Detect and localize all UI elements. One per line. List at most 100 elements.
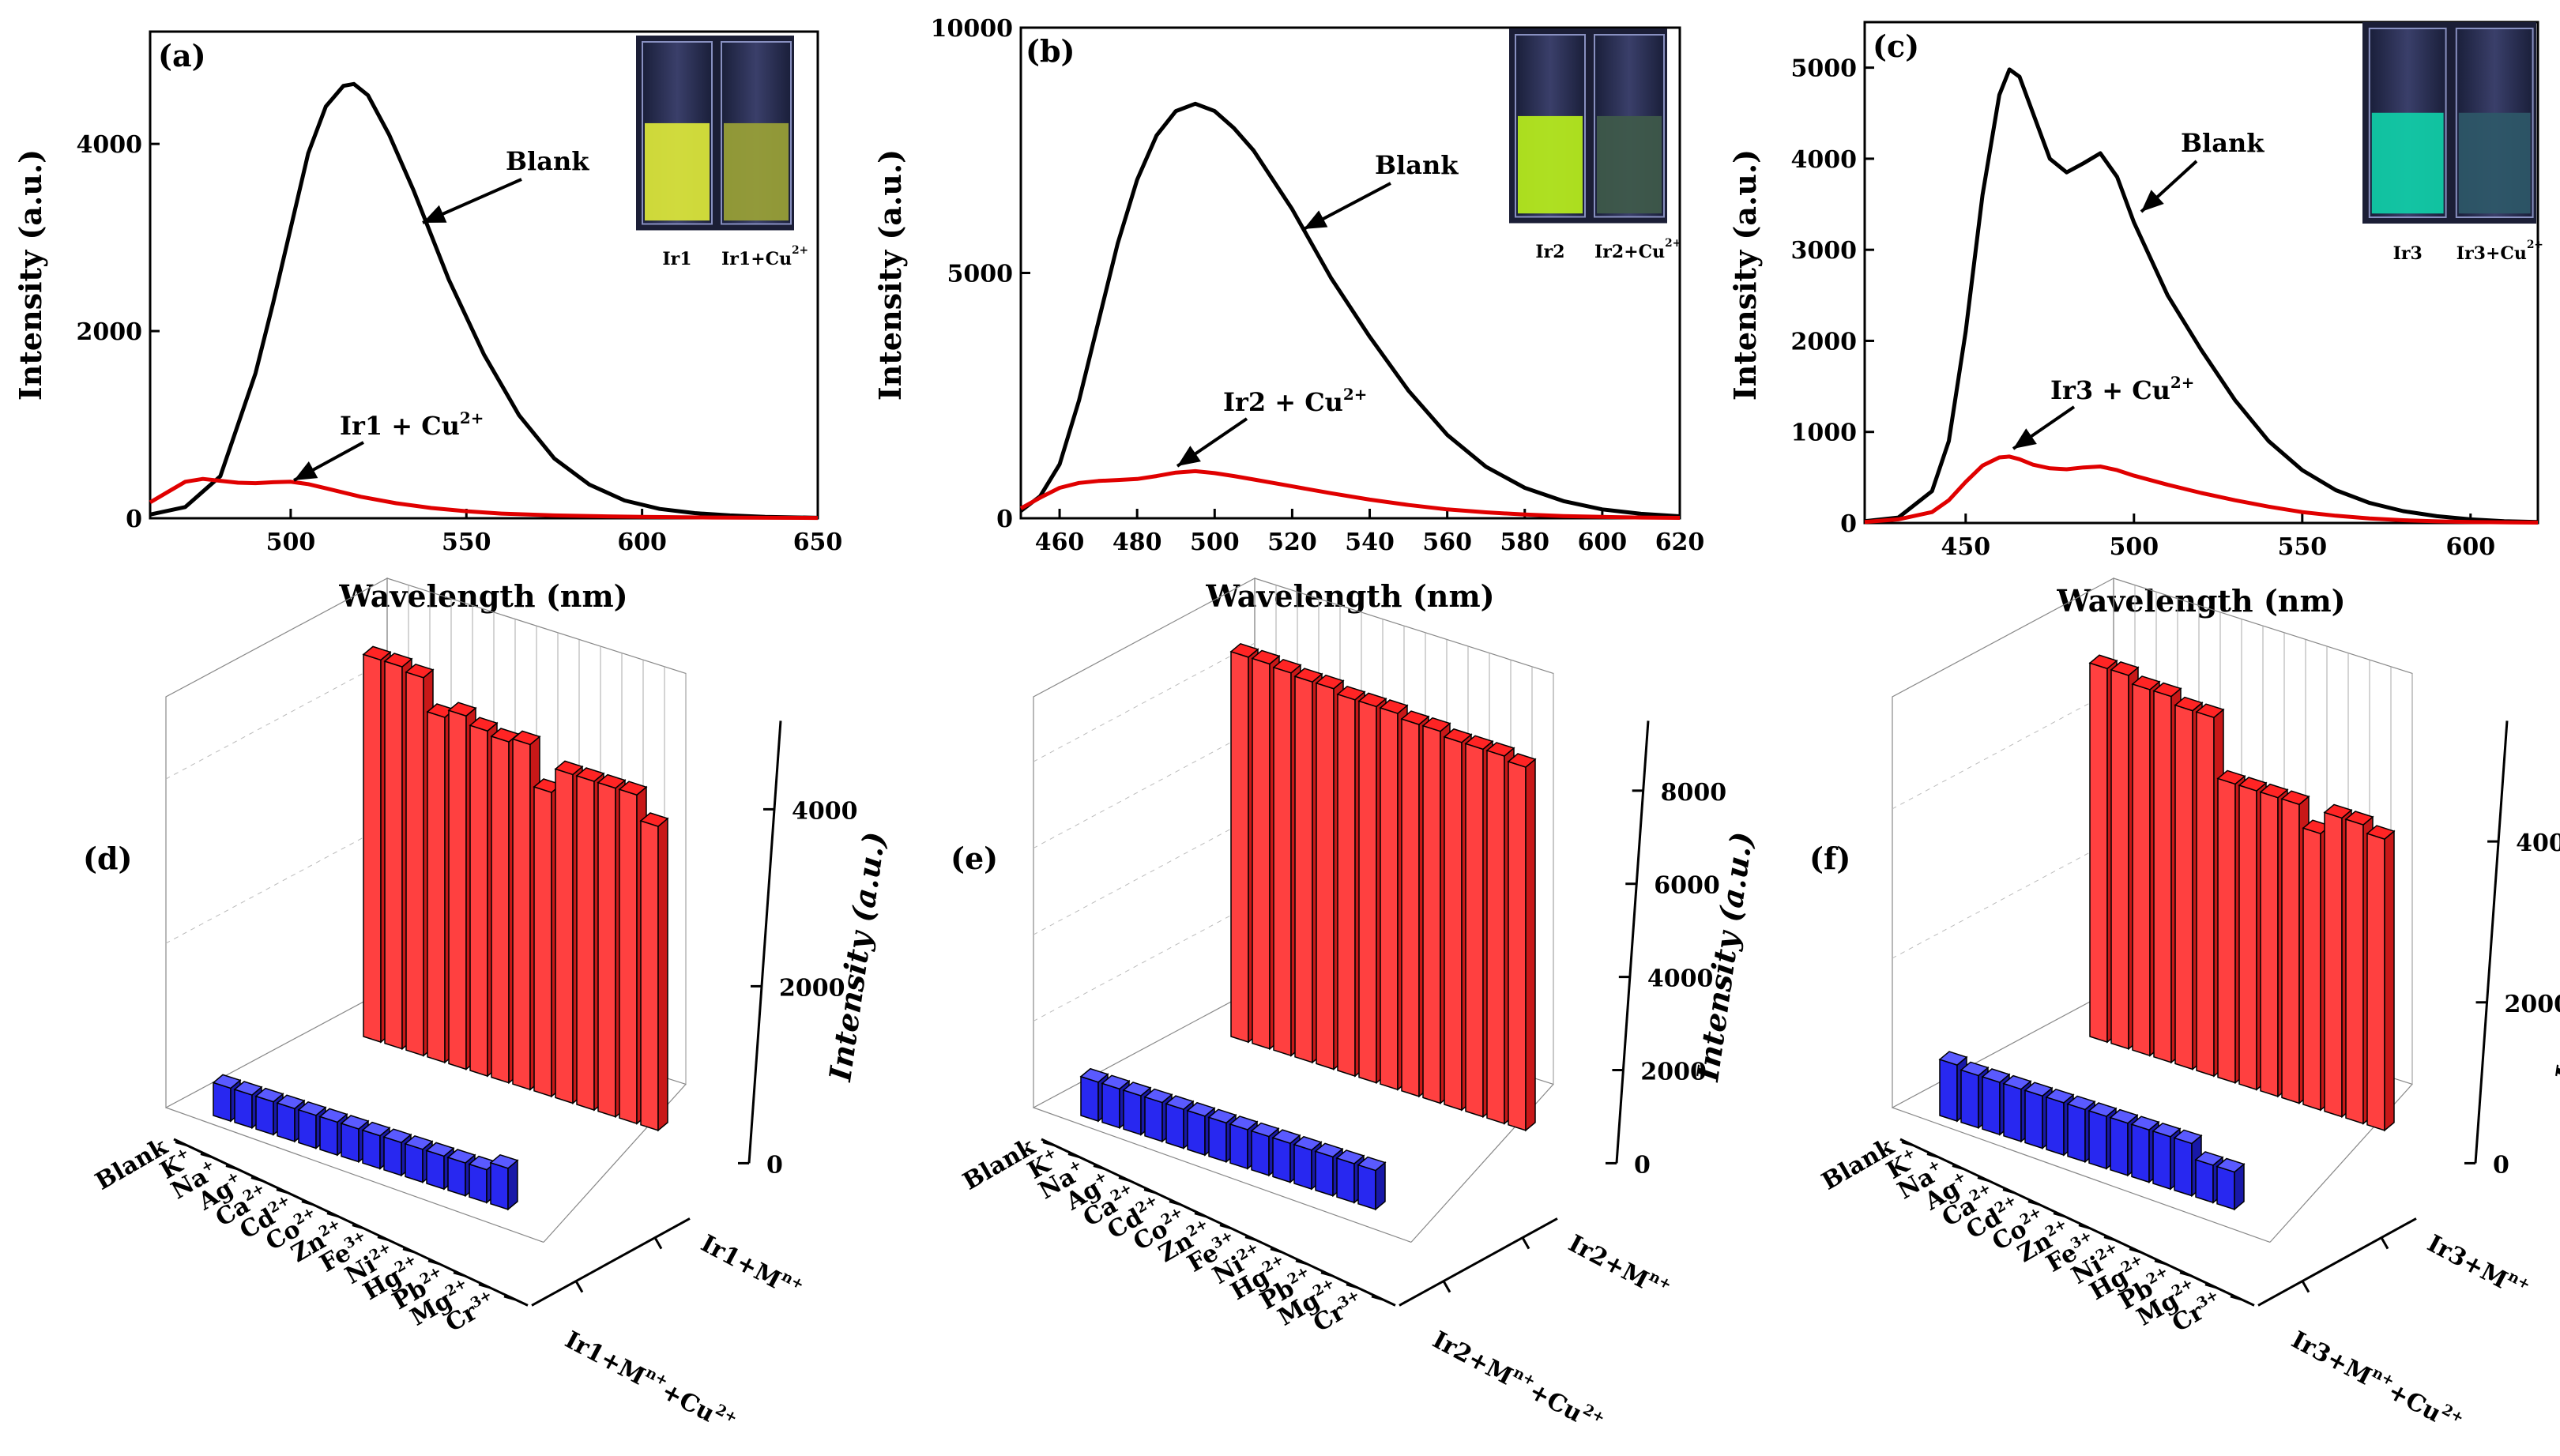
panel-f-bar-blue-4-top — [2024, 1082, 2054, 1097]
panel-f-bar-red-12-top — [2344, 811, 2374, 826]
panel-d-ctick-mark-13 — [503, 1295, 516, 1301]
panel-a-vial-left-label: Ir1 — [662, 249, 691, 269]
panel-b-xtick-560: 560 — [1422, 529, 1472, 556]
panel-e-bar-red-13-side — [1525, 758, 1536, 1132]
panel-f-bar-red-1 — [2110, 668, 2129, 1050]
panel-f-ctick-mark-13 — [2230, 1295, 2242, 1301]
panel-d-bar-blue-0 — [213, 1082, 232, 1123]
panel-e-label: (e) — [951, 841, 998, 876]
panel-e-bar-red-1-top — [1251, 649, 1281, 665]
panel-e-zlabel: Intensity (a.u.) — [1689, 830, 1760, 1084]
panel-d-bar-red-11 — [597, 781, 616, 1118]
panel-e-bar-blue-7 — [1229, 1123, 1248, 1170]
panel-b-vial-right-label-sup: 2+ — [1665, 237, 1681, 250]
panel-d-bar-blue-12 — [469, 1163, 488, 1204]
panel-e-ctick-mark-4 — [1143, 1188, 1156, 1195]
panel-d-ctick-mark-8 — [377, 1236, 390, 1242]
panel-a-blank-arrow-head — [423, 205, 447, 223]
panel-d-bar-red-6 — [491, 735, 510, 1084]
panel-d-ctick-mark-11 — [453, 1271, 465, 1277]
panel-f-bar-blue-3 — [2003, 1082, 2022, 1142]
panel-d-bar-blue-9-top — [404, 1134, 434, 1150]
panel-a-blank-line — [149, 81, 819, 520]
panel-a-cu-line — [149, 476, 819, 521]
panel-e-bar-blue-5-top — [1186, 1101, 1216, 1117]
panel-d-bar-red-3 — [427, 710, 446, 1063]
panel-f-bar-blue-6 — [2067, 1103, 2086, 1163]
panel-f-bars — [1938, 654, 2396, 1211]
panel-d-bar-blue-6-top — [340, 1115, 370, 1130]
panel-f-bar-red-7-top — [2238, 777, 2268, 792]
panel-f-bar-blue-5-top — [2045, 1088, 2075, 1104]
panel-d-bar-blue-8-top — [382, 1128, 412, 1144]
panel-b-cu-label-base: Ir2 + Cu — [1223, 387, 1343, 417]
panel-e-ztick-2000: 2000 — [1640, 1059, 1707, 1086]
panel-e-ztick-6000: 6000 — [1654, 872, 1720, 900]
panel-e-stick-mark-0 — [1442, 1280, 1451, 1293]
panel-a-vial-left-solution — [645, 122, 710, 221]
panel-a-ytick-4000: 4000 — [77, 131, 143, 159]
panel-d-ctick-mark-5 — [301, 1200, 314, 1206]
panel-c-xtick-500: 500 — [2109, 533, 2159, 561]
panel-d-ctick-mark-3 — [250, 1176, 263, 1183]
panel-e-bar-blue-12 — [1336, 1157, 1355, 1204]
panel-f-ctick-mark-8 — [2103, 1236, 2116, 1242]
panel-e-bar-blue-11 — [1315, 1150, 1334, 1197]
panel-b-ytick-0: 0 — [996, 506, 1013, 533]
panel-d-zaxis-line — [747, 720, 782, 1164]
panel-d-bar-blue-4 — [298, 1108, 317, 1149]
panel-e-bar-red-0-top — [1229, 643, 1259, 658]
panel-d-bar-red-7-top — [511, 730, 541, 746]
panel-c-ytick-5000: 5000 — [1791, 55, 1858, 83]
panel-e-bar-blue-13 — [1357, 1164, 1376, 1210]
panel-d-bar-red-2 — [405, 671, 424, 1057]
panel-d-bar-blue-2-top — [254, 1087, 284, 1103]
panel-e-bar-blue-3 — [1144, 1096, 1163, 1142]
panel-f-left-wall — [1892, 577, 2114, 1109]
panel-d-bar-red-0-top — [362, 645, 392, 661]
panel-d-bar-blue-2 — [255, 1095, 274, 1136]
panel-e-series-label-1: Ir2+Mn++Cu2+ — [1428, 1324, 1608, 1439]
panel-e-ztick-8000: 8000 — [1661, 779, 1727, 807]
panel-b-xtick-540: 540 — [1345, 529, 1395, 556]
panel-c-xtick-450: 450 — [1941, 533, 1990, 561]
panel-d-bar-red-13-side — [657, 817, 668, 1132]
panel-e-bar-blue-8-top — [1250, 1122, 1280, 1138]
panel-e-bar-red-4-top — [1315, 674, 1345, 690]
panel-b-ytick-10000: 10000 — [931, 15, 1013, 43]
panel-a-label: (a) — [158, 38, 206, 73]
panel-f-bar-blue-3-top — [2002, 1074, 2032, 1090]
panel-f-zaxis-line — [2474, 720, 2509, 1164]
panel-a-vial-right-label-base: Ir1+Cu — [721, 249, 792, 269]
panel-f-ctick-mark-10 — [2154, 1259, 2167, 1266]
panel-c-ylabel: Intensity (a.u.) — [1727, 149, 1763, 401]
panel-f-bar-red-7 — [2238, 784, 2257, 1091]
panel-c-ytick-4000: 4000 — [1791, 146, 1858, 174]
panel-c: 450 500 550 600 0 1000 2000 3000 4000 5000 (c) Wa… — [1727, 21, 2543, 619]
panel-f-bar-blue-12-top — [2194, 1151, 2224, 1166]
panel-f-ztick-4000: 4000 — [2516, 830, 2560, 857]
panel-e-bar-red-12 — [1486, 749, 1505, 1125]
panel-f-bar-blue-11-top — [2173, 1129, 2203, 1145]
panel-e-bar-red-5-top — [1336, 685, 1366, 701]
panel-a-cu-arrow-head — [294, 461, 318, 480]
panel-f-series-label-0-base: Ir3+M — [2423, 1230, 2512, 1295]
panel-e-series-label-0: Ir2+Mn+ — [1564, 1228, 1674, 1305]
panel-e-bar-blue-12-top — [1335, 1149, 1365, 1164]
panel-f-bar-red-5-top — [2195, 703, 2225, 719]
panel-f-ctick-mark-2 — [1952, 1164, 1964, 1171]
panel-f-bar-red-8-top — [2259, 783, 2289, 799]
panel-e-bar-red-8-top — [1400, 710, 1430, 725]
panel-b-cu-arrow-head — [1177, 446, 1201, 466]
panel-c-vial-right-label: Ir3+Cu2+ — [2456, 239, 2543, 264]
panel-e-bar-red-0 — [1230, 650, 1249, 1044]
panel-f-bar-red-8 — [2260, 791, 2279, 1097]
panel-e-bar-blue-5 — [1187, 1109, 1206, 1157]
panel-f-bar-blue-6-top — [2066, 1095, 2096, 1111]
panel-c-ytick-2000: 2000 — [1791, 328, 1858, 356]
panel-f-left-grid-2000 — [1892, 839, 2114, 959]
panel-d-ztick-0: 0 — [766, 1151, 783, 1179]
panel-d-bar-red-9 — [555, 768, 574, 1104]
